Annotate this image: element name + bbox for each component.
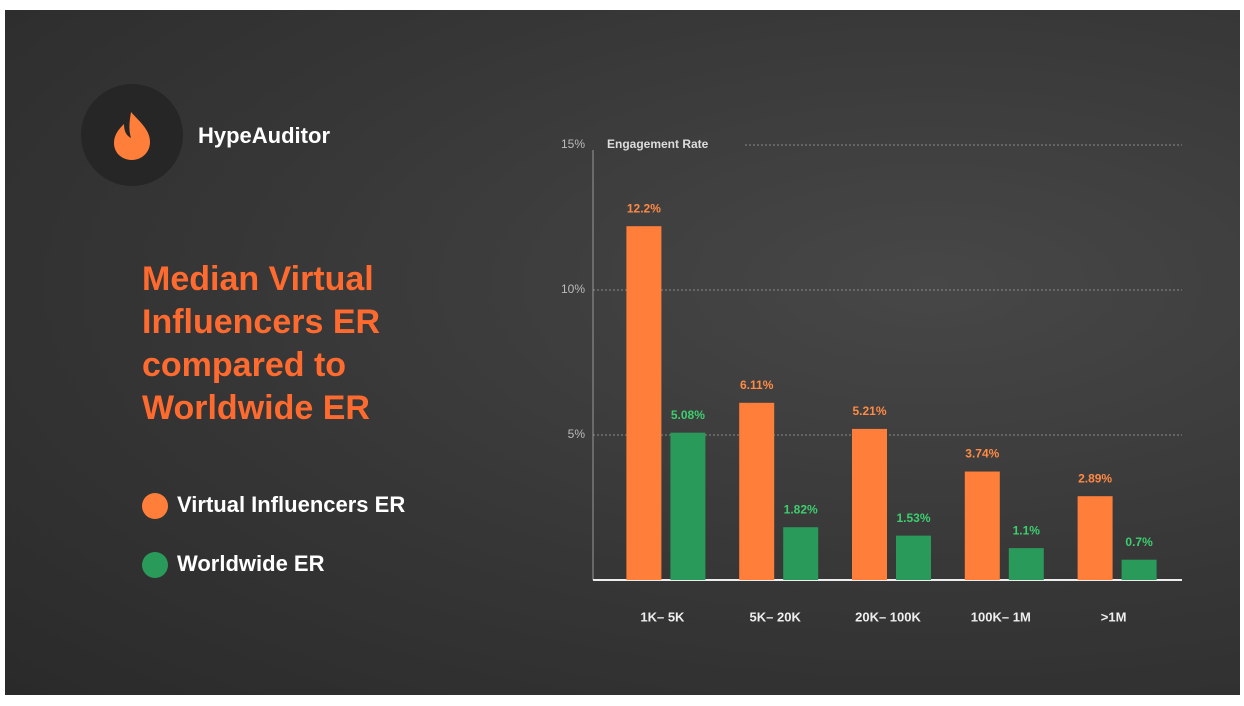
x-tick-label: 1K– 5K [640, 609, 685, 624]
bar [626, 226, 662, 580]
bar [670, 432, 706, 580]
bar [964, 471, 1000, 580]
bar [1008, 548, 1044, 580]
legend-swatch [142, 493, 168, 519]
brand-name: HypeAuditor [198, 123, 330, 148]
bar [783, 527, 819, 580]
value-label: 2.89% [1078, 471, 1112, 485]
bar [1121, 559, 1157, 580]
value-label: 5.21% [852, 404, 886, 418]
x-tick-label: 100K– 1M [971, 609, 1031, 624]
bar [852, 428, 887, 580]
bar [896, 535, 931, 580]
legend-label: Worldwide ER [177, 551, 325, 576]
x-tick-label: >1M [1101, 609, 1127, 624]
value-label: 6.11% [740, 378, 774, 392]
bar [1077, 496, 1113, 580]
legend-label: Virtual Influencers ER [177, 492, 405, 517]
logo-flame [114, 112, 150, 160]
y-axis-label: Engagement Rate [607, 137, 709, 151]
value-label: 5.08% [671, 408, 705, 422]
chart-title: Median Virtual Influencers ER compared t… [142, 260, 381, 427]
value-label: 1.1% [1013, 523, 1041, 537]
value-label: 12.2% [627, 201, 661, 215]
value-label: 1.82% [784, 502, 818, 516]
value-label: 0.7% [1125, 535, 1153, 549]
value-label: 3.74% [965, 447, 999, 461]
x-tick-label: 20K– 100K [855, 609, 921, 624]
y-tick-label: 5% [568, 427, 586, 441]
value-label: 1.53% [896, 511, 930, 525]
bar [739, 402, 775, 580]
y-tick-label: 15% [561, 137, 585, 151]
x-tick-label: 5K– 20K [750, 609, 802, 624]
legend-swatch [142, 552, 168, 578]
y-tick-label: 10% [561, 282, 585, 296]
